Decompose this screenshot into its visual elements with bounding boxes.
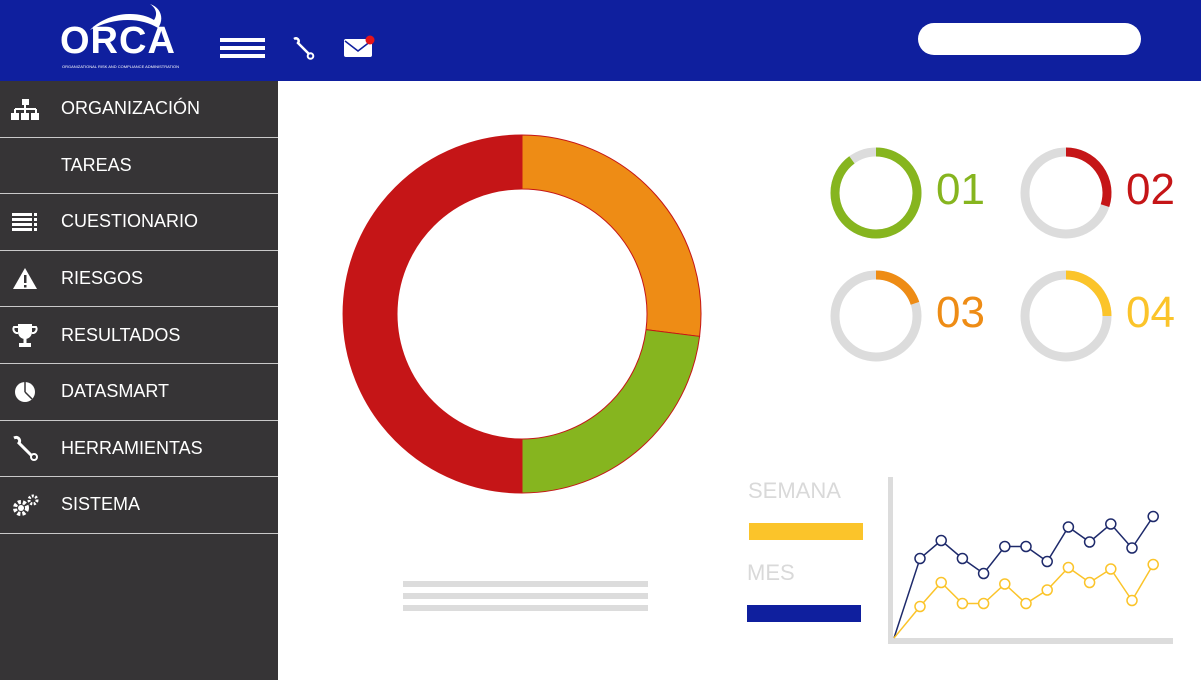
data-point: [1083, 536, 1096, 548]
x-axis: [888, 638, 1173, 644]
data-point: [935, 534, 947, 547]
sidebar-item-label: TAREAS: [61, 154, 132, 175]
top-bar: ORCA ORGANIZATIONAL RISK AND COMPLIANCE …: [0, 0, 1201, 81]
kpi-number: 04: [1126, 288, 1175, 337]
series-line: [893, 516, 1154, 639]
data-point: [1126, 594, 1138, 607]
donut-segment: [521, 329, 701, 494]
data-point: [914, 552, 926, 565]
kpi-number: 01: [936, 165, 985, 214]
data-point: [1147, 558, 1159, 571]
kpi-ring-fill: [1065, 147, 1112, 208]
data-point: [1105, 563, 1117, 575]
org-chart-icon: [10, 98, 39, 120]
kpi-ring: [830, 147, 922, 239]
data-point: [977, 597, 990, 610]
donut-segment: [342, 134, 523, 494]
data-point: [1062, 561, 1075, 574]
sidebar-item-resultados[interactable]: RESULTADOS: [0, 307, 278, 364]
sidebar-icon-slot: [0, 492, 61, 518]
sidebar-item-tareas[interactable]: TAREAS: [0, 138, 278, 195]
sidebar-item-organizacion[interactable]: ORGANIZACIÓN: [0, 81, 278, 138]
data-point: [956, 597, 969, 610]
data-point: [999, 540, 1011, 553]
legend-month-swatch: [747, 605, 861, 622]
kpi-ring-fill: [875, 270, 920, 305]
sidebar: ORGANIZACIÓN TAREAS CUESTIONARIO RIESGOS RES…: [0, 81, 278, 680]
pie-icon: [14, 381, 35, 402]
list-icon: [11, 212, 37, 231]
placeholder-line: [403, 581, 648, 587]
kpi-ring-fill: [1065, 270, 1112, 317]
data-point: [977, 567, 990, 580]
data-point: [1126, 542, 1138, 554]
orca-logo[interactable]: ORCA ORGANIZATIONAL RISK AND COMPLIANCE …: [60, 4, 190, 70]
kpi-number: 03: [936, 288, 985, 337]
menu-icon[interactable]: [220, 38, 265, 60]
sidebar-item-label: HERRAMIENTAS: [61, 437, 203, 458]
notification-dot: [365, 35, 375, 45]
data-point: [914, 600, 926, 613]
sidebar-item-sistema[interactable]: SISTEMA: [0, 477, 278, 534]
y-axis: [888, 477, 893, 643]
main-donut-chart: [342, 134, 702, 494]
legend-week-label: SEMANA: [748, 478, 841, 503]
kpi-number: 02: [1126, 165, 1175, 214]
kpi-ring: [830, 270, 922, 362]
warning-icon: [12, 267, 37, 289]
wrench-icon[interactable]: [291, 37, 315, 61]
data-point: [1041, 584, 1053, 596]
trophy-icon: [11, 324, 38, 348]
data-point: [1147, 510, 1159, 523]
data-point: [1105, 518, 1117, 530]
sidebar-item-riesgos[interactable]: RIESGOS: [0, 251, 278, 308]
legend-week-swatch: [749, 523, 863, 540]
sidebar-item-label: DATASMART: [61, 381, 170, 402]
line-chart: [888, 477, 1173, 644]
sidebar-icon-slot: [0, 209, 61, 235]
kpi-ring: [1020, 270, 1112, 362]
sidebar-icon-slot: [0, 266, 61, 292]
logo-text: ORCA: [60, 20, 176, 62]
sidebar-item-label: RIESGOS: [61, 268, 144, 289]
data-point: [935, 576, 947, 589]
sidebar-item-cuestionario[interactable]: CUESTIONARIO: [0, 194, 278, 251]
data-point: [1020, 597, 1032, 610]
sidebar-item-label: RESULTADOS: [61, 324, 181, 345]
sidebar-icon-slot: [0, 96, 61, 122]
sidebar-item-label: ORGANIZACIÓN: [61, 98, 201, 119]
sidebar-icon-slot: [0, 322, 61, 348]
data-point: [1020, 540, 1032, 553]
sidebar-item-label: SISTEMA: [61, 494, 141, 515]
placeholder-line: [403, 605, 648, 611]
kpi-ring: [1020, 147, 1112, 239]
mail-icon[interactable]: [343, 34, 377, 60]
sidebar-icon-slot: [0, 435, 61, 462]
wrench-icon: [12, 436, 38, 462]
data-point: [1083, 576, 1096, 589]
data-point: [956, 552, 969, 565]
gears-icon: [12, 494, 38, 516]
kpi-ring-fill: [830, 147, 922, 239]
sidebar-icon-slot: [0, 379, 61, 405]
data-point: [1041, 555, 1053, 568]
text-placeholder-lines: [403, 581, 648, 611]
data-point: [1062, 521, 1075, 533]
donut-segment: [521, 134, 702, 337]
legend-month-label: MES: [747, 560, 795, 585]
data-point: [999, 578, 1011, 590]
sidebar-item-datasmart[interactable]: DATASMART: [0, 364, 278, 421]
sidebar-item-herramientas[interactable]: HERRAMIENTAS: [0, 421, 278, 478]
search-input[interactable]: [918, 23, 1141, 55]
placeholder-line: [403, 593, 648, 599]
logo-subtitle: ORGANIZATIONAL RISK AND COMPLIANCE ADMIN…: [62, 64, 180, 69]
sidebar-item-label: CUESTIONARIO: [61, 211, 199, 232]
